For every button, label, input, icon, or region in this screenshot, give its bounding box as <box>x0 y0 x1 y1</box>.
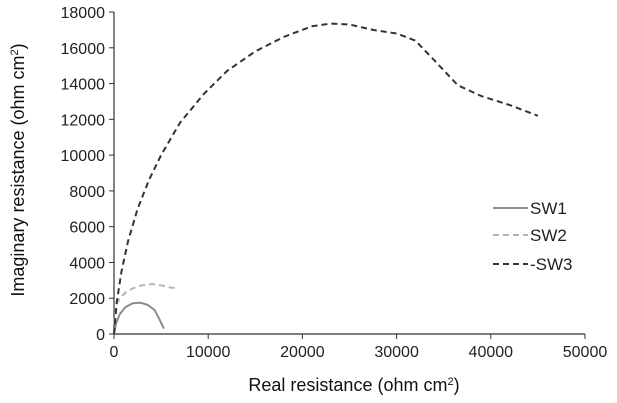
y-tick-label: 14000 <box>61 77 106 94</box>
y-axis-title-end: ) <box>8 43 28 49</box>
legend-label: SW1 <box>530 199 567 218</box>
x-tick-label: 50000 <box>563 344 608 361</box>
y-tick-label: 0 <box>96 327 105 344</box>
legend: SW1 SW2 -SW3 <box>493 199 573 274</box>
y-ticks: 0 2000 4000 6000 8000 10000 12000 14000 16000 180… <box>61 5 114 344</box>
x-tick-label: 20000 <box>280 344 325 361</box>
x-axis-title: Real resistance (ohm cm2) <box>248 375 459 395</box>
y-tick-label: 16000 <box>61 41 106 58</box>
series-line-sw2 <box>113 283 178 335</box>
series-line-sw3 <box>113 22 539 335</box>
x-axis-title-end: ) <box>454 375 460 395</box>
series-lines <box>113 22 539 335</box>
x-axis-title-main: Real resistance (ohm cm <box>248 375 447 395</box>
x-ticks: 0 10000 20000 30000 40000 50000 <box>110 334 608 361</box>
y-tick-label: 2000 <box>69 291 105 308</box>
y-axis-title-sup: 2 <box>9 49 21 55</box>
y-tick-label: 6000 <box>69 220 105 237</box>
legend-label: SW2 <box>530 226 567 245</box>
legend-label: -SW3 <box>530 255 573 274</box>
series-line-sw1 <box>113 301 165 335</box>
x-tick-label: 30000 <box>374 344 419 361</box>
y-tick-label: 4000 <box>69 255 105 272</box>
x-tick-label: 10000 <box>186 344 231 361</box>
y-tick-label: 12000 <box>61 112 106 129</box>
y-axis-title: Imaginary resistance (ohm cm2) <box>8 43 28 296</box>
y-axis-title-main: Imaginary resistance (ohm cm <box>8 56 28 297</box>
y-tick-label: 10000 <box>61 148 106 165</box>
x-axis-title-sup: 2 <box>447 376 453 388</box>
y-tick-label: 18000 <box>61 5 106 22</box>
x-tick-label: 40000 <box>469 344 514 361</box>
x-tick-label: 0 <box>110 344 119 361</box>
axes <box>113 12 585 335</box>
y-tick-label: 8000 <box>69 184 105 201</box>
